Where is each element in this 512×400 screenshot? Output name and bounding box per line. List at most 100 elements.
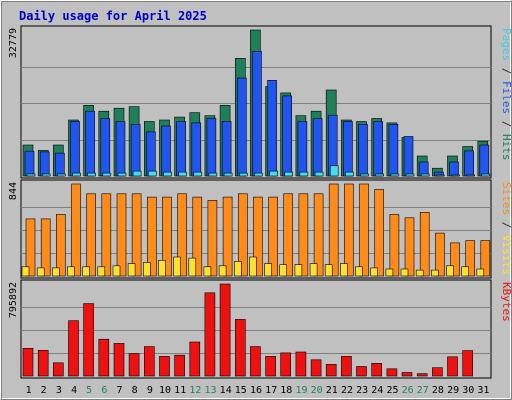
legend-entry: Pages — [500, 28, 512, 61]
bar-pages-day-4 — [72, 172, 81, 177]
bar-sites-day-5 — [82, 266, 90, 277]
bar-pages-day-24 — [375, 173, 385, 177]
bar-kbytes-day-1 — [22, 347, 34, 377]
bar-visits-day-15 — [238, 193, 248, 277]
y-max-label: 795892 — [8, 282, 19, 318]
x-tick-label: 28 — [432, 385, 444, 396]
x-tick-label: 25 — [386, 385, 398, 396]
bar-files-day-15 — [237, 77, 247, 177]
x-tick-label: 9 — [147, 385, 153, 396]
bar-sites-day-13 — [203, 266, 212, 277]
x-tick-label: 7 — [116, 385, 122, 396]
x-tick-label: 20 — [311, 385, 323, 396]
bar-visits-day-24 — [374, 189, 385, 277]
bar-visits-day-31 — [480, 240, 491, 277]
bar-pages-day-16 — [254, 172, 263, 177]
x-tick-label: 29 — [447, 385, 459, 396]
bar-files-day-23 — [358, 124, 368, 177]
bar-pages-day-14 — [223, 172, 233, 177]
bar-kbytes-day-16 — [250, 346, 261, 377]
bar-visits-day-1 — [25, 218, 36, 277]
bar-kbytes-day-29 — [447, 356, 458, 377]
bar-visits-day-3 — [55, 214, 66, 277]
bar-pages-day-7 — [117, 172, 127, 177]
bar-visits-day-4 — [71, 183, 81, 277]
bar-files-day-22 — [343, 121, 353, 177]
bar-pages-day-28 — [436, 174, 445, 177]
bar-files-day-9 — [146, 131, 156, 177]
bar-visits-day-25 — [389, 214, 400, 277]
bar-visits-day-23 — [359, 183, 369, 277]
x-tick-label: 10 — [159, 385, 171, 396]
bar-sites-day-3 — [51, 267, 60, 277]
bar-kbytes-day-15 — [235, 319, 246, 377]
bar-sites-day-10 — [158, 259, 166, 277]
panel-visits: 844 — [8, 179, 492, 279]
bar-pages-day-2 — [41, 173, 51, 177]
bar-files-day-1 — [24, 150, 35, 177]
legend-label: Pages / Files / Hits — [500, 28, 512, 161]
bar-kbytes-day-20 — [310, 359, 322, 377]
legend-entry: / — [500, 215, 512, 235]
bar-files-day-12 — [191, 122, 202, 177]
bar-sites-day-15 — [234, 261, 242, 277]
bar-kbytes-day-26 — [401, 372, 413, 377]
bar-pages-day-5 — [87, 172, 96, 177]
x-tick-label: 31 — [477, 385, 489, 396]
bar-sites-day-20 — [309, 263, 318, 277]
bar-sites-day-19 — [294, 264, 303, 277]
bar-kbytes-day-18 — [280, 352, 292, 377]
bar-visits-day-7 — [116, 193, 127, 277]
bar-files-day-10 — [161, 125, 171, 177]
bar-visits-day-11 — [177, 193, 187, 277]
bar-sites-day-24 — [370, 267, 379, 277]
bar-sites-day-12 — [188, 257, 197, 277]
x-tick-label: 11 — [174, 385, 186, 396]
bar-sites-day-6 — [97, 266, 106, 277]
y-max-label: 32779 — [8, 28, 19, 58]
bar-sites-day-30 — [461, 266, 470, 277]
x-tick-label: 13 — [204, 385, 216, 396]
bar-files-day-25 — [388, 124, 399, 177]
legend-entry: Files — [500, 81, 512, 114]
bar-visits-day-17 — [268, 196, 278, 277]
bar-kbytes-day-6 — [98, 338, 110, 377]
bar-sites-day-28 — [431, 269, 439, 277]
bar-pages-day-13 — [208, 172, 218, 177]
bar-pages-day-12 — [193, 171, 203, 177]
bar-kbytes-day-23 — [356, 366, 367, 377]
bar-pages-day-20 — [314, 171, 324, 177]
bar-pages-day-31 — [481, 173, 491, 177]
bar-pages-day-22 — [345, 171, 354, 177]
legend-entry: Sites — [500, 182, 512, 215]
bar-visits-day-13 — [207, 200, 218, 277]
bar-files-day-8 — [130, 124, 141, 177]
bar-files-day-30 — [464, 150, 475, 177]
legend-entry: / — [500, 114, 512, 134]
x-tick-label: 16 — [250, 385, 262, 396]
bar-files-day-16 — [252, 51, 262, 177]
legend-entry: Hits — [500, 134, 512, 161]
legend-entry: Visits — [500, 235, 512, 275]
bar-kbytes-day-4 — [68, 320, 79, 377]
bar-files-day-2 — [39, 151, 50, 177]
x-tick-label: 6 — [101, 385, 107, 396]
bar-sites-day-26 — [400, 268, 409, 277]
bar-sites-day-22 — [340, 263, 348, 277]
x-tick-label: 2 — [41, 385, 47, 396]
bar-pages-day-27 — [420, 173, 430, 177]
bar-files-day-17 — [267, 80, 277, 177]
bar-files-day-13 — [206, 118, 217, 177]
bar-kbytes-day-14 — [219, 283, 231, 377]
bar-visits-day-30 — [465, 240, 476, 277]
bar-sites-day-18 — [279, 264, 288, 277]
chart-title: Daily usage for April 2025 — [19, 9, 207, 23]
bar-files-day-29 — [449, 161, 459, 177]
bar-pages-day-23 — [360, 173, 369, 177]
bar-kbytes-day-12 — [189, 341, 201, 377]
panel-kbytes: 795892 — [8, 279, 492, 379]
bar-visits-day-14 — [222, 196, 233, 277]
bar-files-day-26 — [403, 136, 414, 177]
x-tick-label: 17 — [265, 385, 277, 396]
x-tick-label: 8 — [132, 385, 138, 396]
